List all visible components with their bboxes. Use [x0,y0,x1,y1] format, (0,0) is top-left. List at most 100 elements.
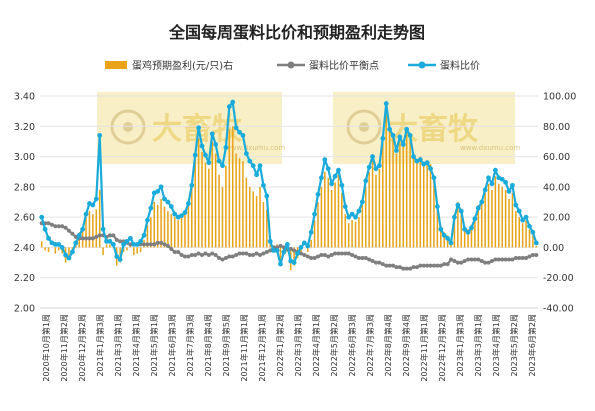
ratio-point [291,260,297,265]
ratio-point [383,101,389,106]
balance-point [326,254,331,259]
watermark-right: 大畜牧 www.dxumu.com [333,92,520,164]
ratio-point [295,251,300,256]
bar [201,152,203,248]
ratio-point [179,213,184,219]
ratio-point [271,248,277,253]
bar [334,182,336,248]
balance-point [319,253,324,257]
bar [160,198,162,248]
ratio-point [510,182,515,188]
bar [535,245,538,248]
ratio-point [257,163,263,169]
x-tick-label: 2022年11月第1周 [419,314,429,382]
bar [133,247,135,255]
x-tick-label: 2021年3月第1周 [113,314,123,377]
ratio-point [530,229,536,235]
ratio-point [254,172,259,178]
bar [269,244,272,248]
ratio-point [339,182,345,188]
balance-point [179,253,184,257]
bar [150,217,152,248]
balance-point [411,265,416,270]
bar [378,168,381,248]
ratio-point [233,125,239,131]
balance-point [162,242,167,247]
ratio-point [465,229,471,235]
balance-point [435,263,440,268]
balance-point [66,228,71,233]
ratio-point [185,201,191,206]
balance-point [169,246,174,251]
ratio-point [499,176,505,182]
bar [511,192,514,248]
balance-point [438,263,443,268]
y-right-tick-label: -20.00 [543,273,574,284]
ratio-point [346,214,352,220]
balance-point [80,236,85,241]
ratio-point [165,199,171,205]
ratio-point [520,217,526,223]
balance-point [530,253,535,257]
x-tick-label: 2021年5月第1周 [149,314,159,377]
balance-point [309,256,314,261]
bar [194,159,196,248]
ratio-point [533,240,539,246]
ratio-point [237,129,242,135]
y-left-tick-label: 3.20 [14,122,35,133]
balance-point [298,251,303,256]
ratio-point [216,158,222,164]
x-tick-label: 2022年8月第4周 [383,314,393,377]
bar [153,202,156,248]
bar [426,161,428,248]
balance-point [97,233,102,238]
bar [228,129,231,248]
bar [402,144,405,248]
bar [245,177,248,248]
balance-point [206,253,211,257]
balance-point [350,253,355,257]
balance-point [182,254,187,259]
balance-point [408,266,413,271]
balance-point [336,251,341,256]
x-tick-label: 2020年10月第1周 [41,314,51,382]
balance-point [240,251,245,256]
bar [44,247,46,251]
ratio-point [305,243,311,249]
ratio-point [192,152,198,158]
x-tick-label: 2022年9月第4周 [401,314,411,377]
balance-point [148,242,153,247]
legend-label-ratio: 蛋料比价 [440,59,480,72]
ratio-point [278,261,283,267]
bar [47,247,50,252]
balance-point [114,237,119,242]
bar [419,156,422,248]
balance-point [237,251,242,256]
ratio-point [428,166,433,172]
bar [429,164,432,248]
ratio-point [513,202,519,208]
balance-point [356,256,361,261]
ratio-point [172,211,178,217]
balance-point [404,266,409,271]
ratio-point [332,173,338,179]
balance-point [421,263,426,268]
balance-point [459,260,464,265]
ratio-point [264,193,270,199]
bar [170,214,173,248]
balance-point [486,260,491,265]
balance-point [254,251,259,256]
ratio-point [240,132,246,138]
balance-point [346,251,351,256]
bar [416,159,418,248]
bar [136,247,138,254]
balance-point [203,251,208,256]
bar [470,224,473,248]
bar [525,220,527,248]
ratio-point [390,132,396,138]
balance-point [268,248,273,253]
bar [480,202,483,248]
balance-point [394,265,399,270]
ratio-point [250,163,256,169]
bar [156,205,159,248]
